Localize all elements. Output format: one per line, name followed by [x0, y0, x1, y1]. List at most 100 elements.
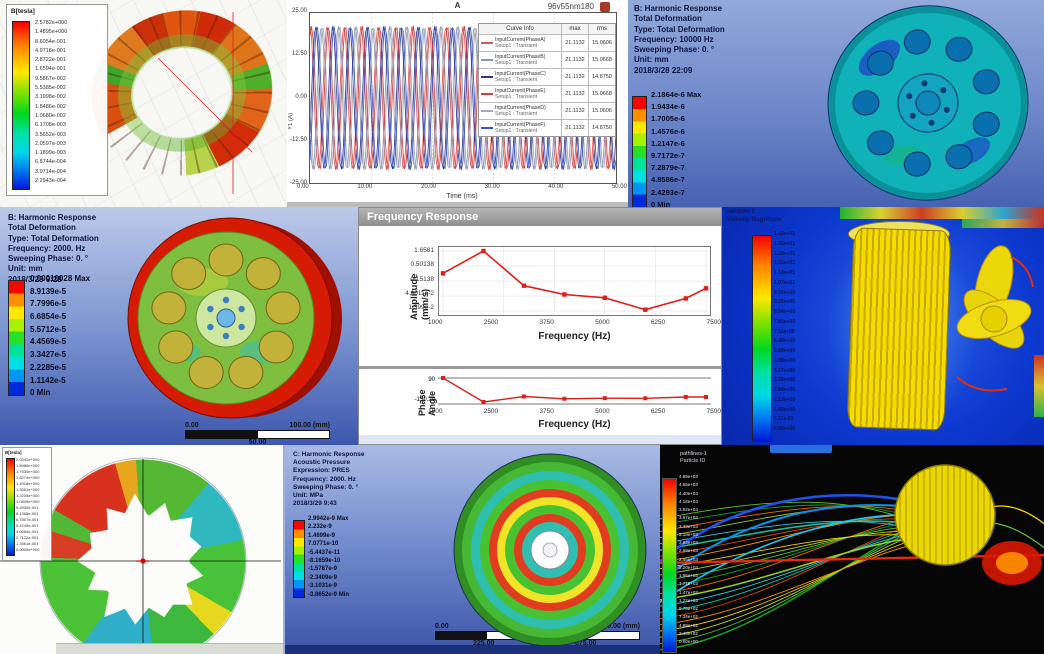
legend-value: 1.8486e-002 [35, 103, 66, 110]
legend-title-line: Velocity Magnitude [727, 216, 782, 223]
x-axis-label: Time (ms) [446, 193, 478, 200]
contour-fragment-top [840, 207, 1044, 219]
field-legend-title: B[tesla] [5, 450, 22, 455]
legend-value: 9.5867e-002 [35, 75, 66, 82]
deformation-legend-values: 0.00010028 Max 8.9139e-5 7.7996e-5 6.6854e-… [30, 274, 90, 401]
y-tick: 12.50 [291, 51, 307, 57]
taskbar-strip[interactable] [285, 645, 660, 654]
scrollbar-strip[interactable] [56, 643, 283, 654]
legend-value: 1.4918e+000 [16, 481, 40, 486]
panel-pathlines: pathlines-1 Particle ID 4.89e+03 4.65e+03 4… [660, 445, 1044, 654]
legend-value: 7.82e+00 [774, 318, 795, 325]
field-legend-values: 2.5782e+000 1.4895e+000 8.6054e-001 4.9716e… [35, 20, 67, 187]
maxwell-logo-stamp [600, 2, 610, 12]
legend-value: 5.69e+00 [774, 348, 795, 354]
curve-table-row: InputCurrent(PhaseA) Setup1 : Transient 21… [479, 34, 615, 51]
window-title-bar[interactable]: Frequency Response [359, 208, 721, 226]
legend-value: 3.56e+00 [774, 377, 795, 384]
legend-value: 1.8986e+000 [16, 463, 40, 468]
curve-cell: InputCurrent(PhaseE) Setup1 : Transient [479, 86, 561, 102]
x-tick: 6250 [650, 408, 666, 415]
panel-harmonic-10000: B: Harmonic Response Total Deformation Typ… [628, 0, 1044, 207]
legend-value: 1.7630e+000 [16, 469, 40, 474]
x-tick: 1000 [428, 319, 443, 326]
legend-value: 0.00010028 Max [30, 274, 91, 283]
panel-current-plot: A 96v55nm180 Y1 (A) 25.00 12.50 0.00 -12.50… [287, 0, 628, 207]
particle-colorbar [662, 478, 677, 653]
info-line: 2018/3/29 9:28 [8, 274, 62, 284]
legend-value: 0.00e+00 [679, 639, 698, 644]
curve-table-row: InputCurrent(PhaseD) Setup1 : Transient 21… [479, 102, 615, 119]
legend-value: 2.232e-9 [308, 524, 332, 531]
legend-value: 1.42e+01 [774, 231, 795, 237]
legend-value: -1.5787e-9 [308, 566, 338, 573]
info-line: Type: Total Deformation [634, 24, 725, 34]
field-legend-values: 2.0342e+000 1.8986e+000 1.7630e+000 1.6274e… [16, 457, 39, 553]
curve-swatch [481, 76, 493, 78]
curve-table-row: InputCurrent(PhaseF) Setup1 : Transient 21… [479, 119, 615, 136]
info-line: B: Harmonic Response [634, 4, 723, 13]
legend-value: 2.0342e+000 [16, 457, 40, 462]
legend-value: 1.71e+03 [679, 581, 698, 587]
window-tab-fragment[interactable] [770, 445, 832, 453]
x-tick: 50.00 [611, 184, 627, 190]
legend-value: 9.4930e-001 [16, 505, 39, 510]
legend-value: 9.96e+00 [774, 289, 795, 296]
legend-value: 8.1368e-001 [16, 511, 39, 516]
x-tick: 1000 [428, 408, 443, 415]
result-info: C: Harmonic Response Acoustic Pressure Exp… [293, 451, 365, 508]
amplitude-x-ticks: 1000 2500 3750 5000 6250 7500 [428, 319, 721, 326]
legend-value: 6.40e+00 [774, 338, 795, 345]
info-line: Sweeping Phase: 0. ° [293, 483, 359, 491]
y-tick: 0.15138 [410, 275, 435, 283]
phase-plot-area [438, 376, 711, 406]
info-line: 2018/3/29 9:43 [293, 500, 337, 508]
y-tick: 0.00 [295, 94, 307, 100]
scale-left: 0.00 [435, 623, 449, 630]
legend-value: 1.14e+01 [774, 270, 795, 276]
x-tick: 7500 [706, 408, 721, 415]
curve-rms: 15.0668 [588, 86, 615, 102]
curve-labels: InputCurrent(PhaseD) Setup1 : Transient [495, 105, 546, 118]
field-legend-colorbar [6, 458, 15, 556]
legend-value: 1.28e+01 [774, 250, 795, 257]
legend-value: 1.9434e-6 [651, 102, 685, 112]
scale-b1: 225.00 [473, 640, 495, 647]
y-tick: 1.399e-2 [408, 304, 434, 311]
curve-labels: InputCurrent(PhaseA) Setup1 : Transient [495, 37, 545, 50]
legend-value: 4.89e+03 [679, 474, 698, 479]
legend-value: 2.8722e-001 [35, 57, 66, 64]
y-tick: -12.50 [289, 137, 307, 143]
curve-swatch [481, 42, 493, 44]
legend-value: 3.92e+03 [679, 507, 698, 512]
info-line: B: Harmonic Response [8, 213, 97, 222]
col-rms: rms [588, 24, 615, 34]
legend-value: 9.25e+00 [774, 299, 795, 306]
curve-rms: 14.8750 [588, 69, 615, 85]
legend-value: 2.2285e-5 [30, 362, 67, 372]
info-line: Acoustic Pressure [293, 459, 351, 467]
info-line: Frequency: 2000. Hz [8, 243, 86, 253]
field-legend: B[tesla] 2.5782e+000 1.4895e+000 8.6054e-0… [6, 4, 108, 196]
legend-value: 1.2147e-6 [651, 138, 685, 148]
legend-value: 6.1708e-003 [35, 122, 66, 129]
legend-value: -3.1031e-9 [308, 583, 338, 590]
legend-value: 5.5712e-5 [30, 324, 67, 334]
legend-value: 4.89e+02 [679, 622, 698, 628]
window-frequency-response: Frequency Response Amplitude (mm/s) 1.65… [358, 207, 722, 445]
x-tick: 3750 [539, 408, 554, 415]
legend-value: 1.42e+00 [774, 406, 795, 413]
curve-max: 21.1132 [561, 69, 588, 85]
curve-table-row: InputCurrent(PhaseB) Setup1 : Transient 21… [479, 51, 615, 68]
curve-max: 21.1132 [561, 52, 588, 68]
legend-value: 4.65e+03 [679, 482, 698, 488]
legend-value: 4.27e+00 [774, 367, 795, 374]
legend-value: 2.2943e-004 [35, 178, 66, 185]
curve-table-row: InputCurrent(PhaseE) Setup1 : Transient 21… [479, 85, 615, 102]
legend-title-line: rainbow 2 [727, 209, 756, 215]
legend-value: -8.1659e-10 [308, 557, 341, 564]
curve-name: InputCurrent(PhaseD) [495, 104, 546, 111]
legend-title-line: pathlines-1 [680, 451, 707, 457]
pressure-colorbar [293, 520, 305, 598]
legend-value: 8.9139e-5 [30, 286, 67, 296]
